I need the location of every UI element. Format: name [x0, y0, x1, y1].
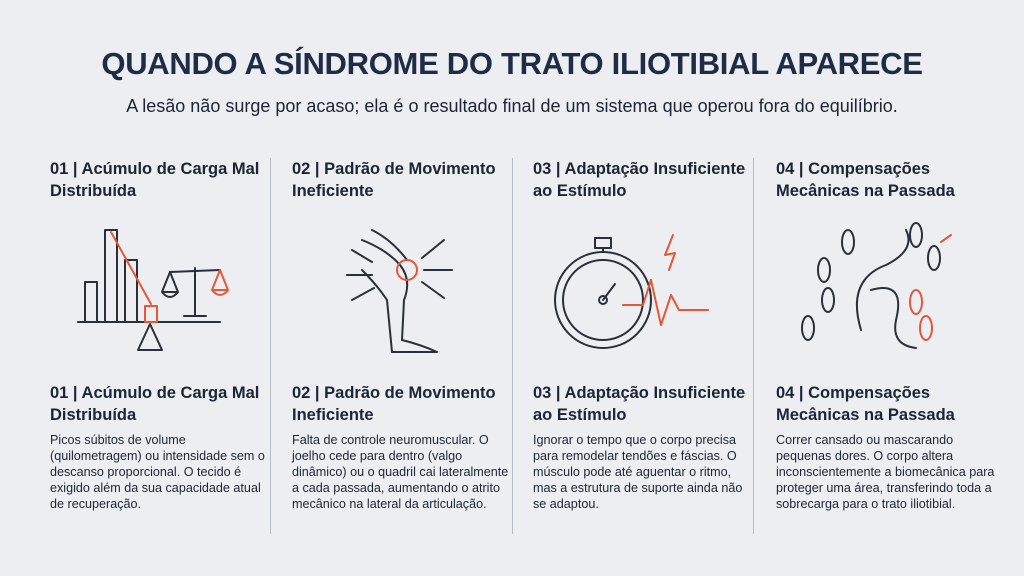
column-body: Picos súbitos de volume (quilometragem) … [50, 433, 265, 511]
column-body: Falta de controle neuromuscular. O joelh… [292, 433, 509, 511]
column: 03 | Adaptação Insuficiente ao Estímulo … [533, 158, 755, 538]
divider [512, 158, 513, 534]
column-subheading: 02 | Padrão de Movimento Ineficiente [292, 384, 496, 424]
title: QUANDO A SÍNDROME DO TRATO ILIOTIBIAL AP… [101, 46, 923, 81]
knee-icon [346, 229, 453, 353]
divider [270, 158, 271, 534]
column-body: Ignorar o tempo que o corpo precisa para… [533, 433, 743, 511]
column-subheading: 04 | Compensações Mecânicas na Passada [776, 384, 955, 424]
stopwatch-icon [554, 234, 709, 349]
column-heading: 01 | Acúmulo de Carga Mal Distribuída [50, 160, 260, 200]
column: 01 | Acúmulo de Carga Mal Distribuída 01… [50, 158, 272, 538]
column-subheading: 01 | Acúmulo de Carga Mal Distribuída [50, 384, 260, 424]
divider [753, 158, 754, 534]
column-heading: 04 | Compensações Mecânicas na Passada [776, 160, 955, 200]
column-body: Correr cansado ou mascarando pequenas do… [776, 433, 995, 511]
subtitle: A lesão não surge por acaso; ela é o res… [126, 96, 898, 116]
column: 04 | Compensações Mecânicas na Passada 0… [776, 158, 998, 538]
column-heading: 02 | Padrão de Movimento Ineficiente [292, 160, 496, 200]
column: 02 | Padrão de Movimento Ineficiente 02 … [292, 158, 514, 538]
footprints-icon [801, 222, 952, 349]
column-heading: 03 | Adaptação Insuficiente ao Estímulo [533, 160, 746, 200]
load-icon [77, 229, 229, 351]
column-subheading: 03 | Adaptação Insuficiente ao Estímulo [533, 384, 746, 424]
